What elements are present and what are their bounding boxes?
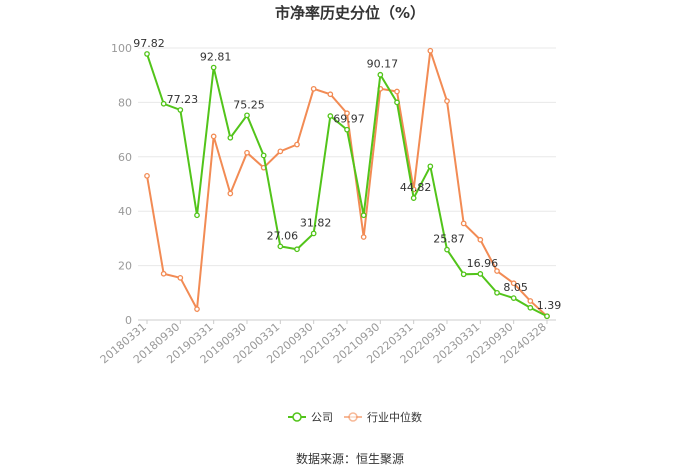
data-point[interactable] [194,306,200,312]
data-point[interactable] [444,246,450,253]
data-point[interactable] [410,195,417,201]
y-tick-label: 40 [118,205,132,218]
data-point[interactable] [460,271,467,278]
data-point[interactable] [344,126,350,133]
data-point[interactable] [494,268,500,274]
data-point[interactable] [394,99,400,106]
data-point[interactable] [160,100,167,107]
data-label: 25.87 [433,233,465,246]
data-point[interactable] [144,172,150,179]
grid [138,47,556,321]
data-point[interactable] [377,71,384,78]
data-point[interactable] [160,270,167,277]
data-point[interactable] [360,212,367,219]
data-point[interactable] [194,212,200,219]
data-point[interactable] [527,298,534,304]
series-line-company [146,53,548,318]
chart-title: 市净率历史分位（%） [275,4,425,22]
legend-item-company[interactable]: 公司 [288,411,333,424]
data-point[interactable] [444,98,450,104]
data-label: 8.05 [503,281,528,294]
y-tick-label: 20 [118,260,132,273]
data-label: 77.23 [167,93,199,106]
data-point[interactable] [177,274,184,281]
data-point[interactable] [510,280,517,287]
data-label: 69.97 [333,113,365,126]
data-point[interactable] [477,271,484,277]
data-point[interactable] [144,51,150,57]
data-point[interactable] [544,313,550,320]
data-point[interactable] [227,190,234,197]
series-line-industry-median [146,50,548,317]
legend-label: 公司 [311,411,333,424]
data-point[interactable] [494,289,500,296]
data-point[interactable] [360,234,367,240]
data-point[interactable] [510,295,517,301]
data-point[interactable] [210,64,217,71]
y-tick-label: 100 [111,42,132,55]
data-label: 90.17 [367,58,399,71]
data-label: 44.82 [400,181,432,194]
y-tick-label: 60 [118,151,132,164]
legend-item-industry-median[interactable]: 行业中位数 [344,410,422,424]
legend-swatch-marker [292,412,302,422]
data-point[interactable] [427,47,434,54]
legend-label: 行业中位数 [367,410,422,424]
data-label: 92.81 [200,51,232,64]
data-label: 31.82 [300,216,332,229]
data-point[interactable] [210,133,217,140]
data-label: 1.39 [537,299,562,312]
y-tick-label: 80 [118,96,132,109]
data-label: 75.25 [233,98,265,111]
legend[interactable]: 公司 行业中位数 [288,410,422,424]
data-point[interactable] [294,141,300,148]
data-point[interactable] [177,107,184,113]
axes: 0204060801002018033120180930201903312019… [98,42,549,366]
data-point[interactable] [327,91,334,98]
data-point[interactable] [277,243,284,250]
data-point[interactable] [310,230,317,237]
data-point[interactable] [344,110,350,117]
data-point[interactable] [227,134,234,141]
data-label: 27.06 [267,229,299,242]
data-point[interactable] [244,112,250,119]
data-point[interactable] [527,304,534,311]
data-point[interactable] [327,113,334,119]
legend-swatch-marker [348,412,358,422]
data-label: 97.82 [133,37,165,50]
data-point[interactable] [477,236,484,243]
data-point[interactable] [427,163,434,170]
data-point[interactable] [260,152,267,159]
data-point[interactable] [244,149,250,156]
data-point[interactable] [460,220,467,227]
data-point[interactable] [394,88,400,95]
source-note: 数据来源：恒生聚源 [296,451,404,466]
data-point[interactable] [294,246,300,253]
y-tick-label: 0 [125,314,132,327]
data-point[interactable] [310,85,317,92]
series [144,47,550,320]
data-label: 16.96 [467,257,499,270]
data-point[interactable] [277,148,284,155]
